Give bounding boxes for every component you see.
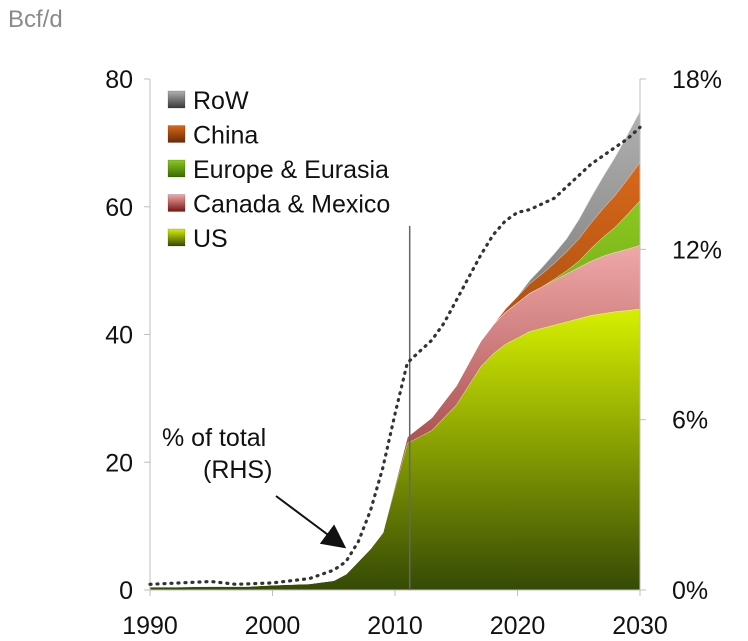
y-left-tick-label: 80: [105, 66, 133, 94]
legend-label: RoW: [193, 87, 249, 115]
area-edge-row: [150, 110, 641, 588]
legend-swatch: [167, 125, 186, 143]
axes: 0 20 40 60 80 0% 6% 12% 18% 1990 2000 2010 2020 2030: [105, 66, 722, 640]
y-axis-unit-label: Bcf/d: [8, 6, 63, 33]
y-right-tick-label: 6%: [672, 407, 708, 435]
x-tick-label: 2010: [367, 612, 423, 640]
legend-label: China: [193, 122, 258, 150]
legend: RoW China Europe & Eurasia Canada & Mexico U…: [167, 87, 390, 253]
annotations: % of total (RHS): [162, 424, 347, 549]
y-left-tick-label: 60: [105, 194, 133, 222]
y-left-tick-label: 20: [105, 449, 133, 477]
y-left-tick-label: 0: [119, 577, 133, 605]
area-us: [150, 308, 640, 590]
y-right-tick-label: 18%: [672, 66, 722, 94]
stacked-areas: [150, 110, 641, 590]
legend-label: Europe & Eurasia: [193, 156, 389, 184]
annotation-line2: (RHS): [203, 456, 272, 484]
legend-swatch: [167, 90, 186, 109]
x-tick-label: 2000: [245, 612, 301, 640]
share-line: [148, 125, 642, 586]
share-of-total-line: [148, 125, 642, 586]
legend-label: US: [193, 225, 228, 253]
legend-swatch: [167, 194, 186, 212]
x-tick-label: 1990: [122, 612, 178, 640]
x-tick-label: 2030: [612, 612, 668, 640]
y-left-tick-label: 40: [105, 322, 133, 350]
y-right-tick-label: 12%: [672, 236, 722, 264]
legend-swatch: [167, 228, 186, 247]
annotation-line1: % of total: [162, 424, 266, 452]
x-tick-label: 2020: [490, 612, 546, 640]
legend-label: Canada & Mexico: [193, 191, 390, 219]
y-right-tick-label: 0%: [672, 577, 708, 605]
legend-swatch: [167, 159, 186, 178]
area-canada-mexico: [150, 245, 640, 587]
annotation-arrow: [275, 495, 347, 549]
